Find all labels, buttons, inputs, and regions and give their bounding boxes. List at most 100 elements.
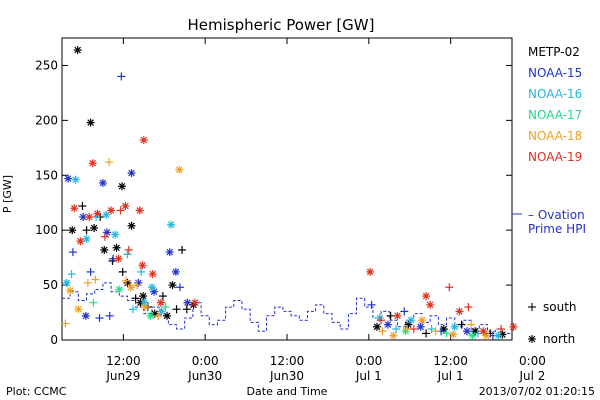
data-point-noaa-16 bbox=[427, 325, 436, 334]
data-point-noaa-17 bbox=[468, 331, 477, 340]
data-point-noaa-15 bbox=[165, 248, 174, 257]
x-tick-time-label: 12:00 bbox=[433, 354, 468, 368]
y-tick-label: 200 bbox=[35, 113, 58, 127]
plot-credit: Plot: CCMC bbox=[6, 385, 67, 398]
data-point-noaa-16 bbox=[167, 220, 176, 229]
data-point-noaa-15 bbox=[171, 267, 180, 276]
data-point-noaa-19 bbox=[76, 237, 85, 246]
data-point-noaa-16 bbox=[82, 234, 91, 243]
ovation-model-polyline bbox=[62, 282, 512, 334]
data-point-noaa-16 bbox=[375, 314, 384, 323]
y-axis-label: P [GW] bbox=[1, 175, 14, 213]
data-point-noaa-19 bbox=[479, 327, 488, 336]
data-point-noaa-16 bbox=[67, 270, 76, 279]
chart-title: Hemispheric Power [GW] bbox=[188, 16, 375, 34]
data-point-noaa-19 bbox=[85, 213, 94, 222]
y-tick-label: 50 bbox=[43, 278, 58, 292]
y-tick-label: 0 bbox=[50, 333, 58, 347]
data-point-noaa-16 bbox=[148, 283, 156, 292]
x-tick-date-label: Jun29 bbox=[105, 369, 140, 383]
data-point-noaa-19 bbox=[464, 303, 473, 312]
data-point-noaa-18 bbox=[389, 331, 398, 340]
legend-item-noaa-15: NOAA-15 bbox=[528, 66, 582, 80]
data-point-metp-02 bbox=[182, 305, 191, 314]
data-point-noaa-15 bbox=[183, 298, 192, 307]
data-point-noaa-19 bbox=[88, 159, 97, 168]
x-tick-time-label: 0:00 bbox=[519, 354, 546, 368]
data-point-noaa-18 bbox=[122, 276, 131, 285]
data-point-noaa-18 bbox=[66, 286, 75, 295]
data-point-metp-02 bbox=[68, 226, 77, 235]
data-point-metp-02 bbox=[112, 243, 121, 252]
data-point-noaa-15 bbox=[127, 169, 136, 178]
legend-ovation-line-1: – Ovation bbox=[528, 208, 585, 222]
data-point-noaa-19 bbox=[116, 206, 125, 215]
data-point-noaa-19 bbox=[455, 307, 464, 316]
data-point-noaa-19 bbox=[366, 267, 375, 276]
data-point-noaa-18 bbox=[175, 165, 184, 174]
data-points bbox=[61, 46, 518, 340]
data-point-noaa-18 bbox=[133, 281, 141, 290]
data-point-noaa-18 bbox=[91, 275, 100, 284]
data-point-noaa-19 bbox=[135, 206, 144, 215]
data-point-noaa-18 bbox=[141, 303, 150, 312]
data-point-noaa-19 bbox=[138, 261, 147, 270]
data-point-noaa-15 bbox=[463, 327, 471, 336]
data-point-noaa-16 bbox=[111, 230, 120, 239]
data-point-noaa-17 bbox=[442, 329, 451, 338]
data-point-noaa-17 bbox=[146, 311, 155, 320]
data-point-noaa-16 bbox=[71, 175, 80, 184]
data-point-noaa-15 bbox=[103, 228, 111, 237]
data-point-noaa-19 bbox=[393, 311, 402, 320]
x-tick-time-label: 0:00 bbox=[355, 354, 382, 368]
data-point-metp-02 bbox=[139, 292, 148, 301]
x-tick-date-label: Jun30 bbox=[269, 369, 304, 383]
data-point-noaa-18 bbox=[449, 330, 458, 339]
data-point-noaa-19 bbox=[100, 232, 109, 241]
data-point-metp-02 bbox=[118, 182, 126, 191]
data-point-noaa-15 bbox=[95, 314, 104, 323]
data-point-noaa-15 bbox=[98, 178, 107, 187]
marker-legend-label-north: north bbox=[543, 332, 575, 346]
data-point-noaa-19 bbox=[426, 300, 435, 309]
data-point-metp-02 bbox=[131, 294, 140, 303]
x-tick-time-label: 12:00 bbox=[270, 354, 305, 368]
data-point-noaa-16 bbox=[494, 331, 503, 340]
data-point-metp-02 bbox=[78, 202, 87, 211]
data-point-noaa-19 bbox=[148, 270, 157, 279]
data-point-metp-02 bbox=[86, 118, 95, 127]
data-point-metp-02 bbox=[457, 320, 466, 329]
data-point-noaa-19 bbox=[70, 204, 79, 213]
data-point-metp-02 bbox=[108, 256, 117, 265]
x-tick-time-label: 12:00 bbox=[106, 354, 141, 368]
marker-legend-label-south: south bbox=[543, 300, 577, 314]
data-point-noaa-19 bbox=[93, 209, 102, 218]
plot-frame bbox=[61, 37, 513, 341]
data-point-metp-02 bbox=[386, 311, 395, 320]
data-point-noaa-15 bbox=[68, 248, 77, 257]
data-point-metp-02 bbox=[158, 292, 167, 301]
data-point-noaa-19 bbox=[156, 298, 165, 307]
data-point-metp-02 bbox=[73, 46, 82, 55]
data-point-metp-02 bbox=[422, 329, 431, 338]
data-point-noaa-18 bbox=[74, 305, 83, 314]
legend-item-noaa-18: NOAA-18 bbox=[528, 129, 582, 143]
data-point-noaa-19 bbox=[445, 283, 454, 292]
legend: METP-02 NOAA-15 NOAA-16 NOAA-17 NOAA-18 NOAA-… bbox=[512, 45, 586, 346]
data-point-noaa-15 bbox=[400, 307, 409, 316]
y-tick-label: 100 bbox=[35, 223, 58, 237]
x-tick-date-label: Jul 1 bbox=[437, 369, 464, 383]
data-point-noaa-15 bbox=[86, 267, 95, 276]
data-point-metp-02 bbox=[178, 245, 186, 254]
marker-legend-symbol-south bbox=[528, 303, 536, 311]
data-point-noaa-16 bbox=[140, 298, 149, 307]
data-point-noaa-18 bbox=[378, 327, 387, 336]
data-point-noaa-19 bbox=[422, 292, 431, 301]
data-point-noaa-18 bbox=[431, 327, 440, 336]
data-point-noaa-18 bbox=[126, 283, 135, 292]
data-point-noaa-18 bbox=[105, 158, 114, 167]
legend-ovation-line-2: Prime HPI bbox=[528, 222, 586, 236]
data-point-noaa-19 bbox=[114, 254, 123, 263]
data-point-noaa-18 bbox=[83, 278, 92, 287]
